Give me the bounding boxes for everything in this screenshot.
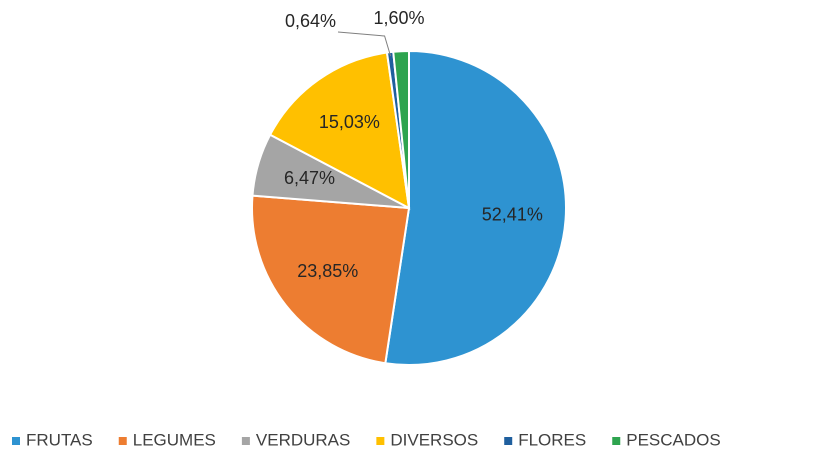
- legend-swatch: [241, 437, 250, 445]
- legend-swatch: [376, 437, 385, 445]
- legend-label: LEGUMES: [133, 430, 216, 449]
- legend-label: VERDURAS: [256, 430, 350, 449]
- data-label: 6,47%: [284, 168, 335, 188]
- legend-swatch: [504, 437, 513, 445]
- data-label: 1,60%: [373, 8, 424, 28]
- legend-label: PESCADOS: [626, 430, 720, 449]
- pie-slice: [268, 51, 411, 210]
- legend-swatch: [612, 437, 621, 445]
- data-label: 52,41%: [482, 205, 543, 225]
- legend-label: DIVERSOS: [390, 430, 478, 449]
- data-label: 23,85%: [297, 261, 358, 281]
- legend-label: FLORES: [518, 430, 586, 449]
- data-label: 0,64%: [285, 11, 336, 31]
- pie-slice: [251, 194, 411, 365]
- leader-line: [337, 31, 392, 57]
- legend-swatch: [118, 437, 127, 445]
- legend-swatch: [12, 437, 20, 445]
- pie-slice: [392, 49, 410, 209]
- data-label: 15,03%: [319, 112, 380, 132]
- legend-label: FRUTAS: [26, 430, 93, 449]
- pie-slice: [384, 49, 567, 366]
